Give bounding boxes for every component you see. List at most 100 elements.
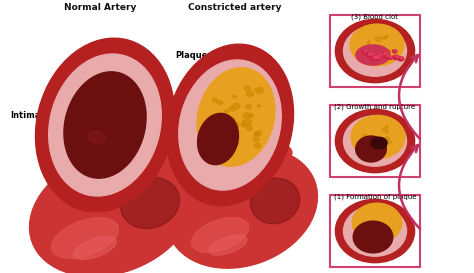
Ellipse shape [371, 137, 387, 149]
Ellipse shape [223, 117, 230, 122]
Ellipse shape [398, 57, 404, 61]
Ellipse shape [166, 148, 318, 268]
Ellipse shape [384, 52, 387, 55]
Ellipse shape [384, 55, 389, 58]
Ellipse shape [255, 143, 261, 148]
Text: (1) Formation of plaque: (1) Formation of plaque [334, 193, 416, 200]
Text: (2) Growth and rupture: (2) Growth and rupture [335, 103, 416, 109]
Ellipse shape [254, 132, 259, 136]
Ellipse shape [336, 19, 415, 83]
Ellipse shape [230, 146, 233, 148]
Ellipse shape [248, 114, 254, 118]
Ellipse shape [372, 53, 374, 55]
Ellipse shape [392, 50, 397, 53]
Ellipse shape [244, 86, 250, 91]
Ellipse shape [390, 56, 392, 58]
Ellipse shape [254, 137, 259, 141]
FancyBboxPatch shape [330, 195, 420, 267]
Ellipse shape [384, 37, 386, 39]
Ellipse shape [373, 56, 377, 59]
Ellipse shape [246, 91, 254, 96]
Ellipse shape [385, 35, 388, 37]
Ellipse shape [231, 122, 239, 128]
Ellipse shape [392, 55, 400, 60]
Ellipse shape [212, 98, 218, 102]
Ellipse shape [362, 51, 367, 54]
Ellipse shape [383, 127, 387, 131]
Text: (3) Blood clot: (3) Blood clot [352, 13, 399, 19]
Ellipse shape [400, 57, 403, 59]
Ellipse shape [198, 113, 238, 165]
Ellipse shape [381, 52, 388, 57]
Ellipse shape [344, 26, 407, 76]
Ellipse shape [386, 126, 388, 127]
Ellipse shape [367, 50, 373, 54]
Ellipse shape [49, 54, 161, 196]
Ellipse shape [387, 55, 389, 57]
FancyBboxPatch shape [330, 15, 420, 87]
Ellipse shape [332, 107, 418, 175]
Ellipse shape [52, 218, 118, 258]
Ellipse shape [351, 115, 405, 159]
Ellipse shape [246, 105, 251, 109]
Ellipse shape [377, 55, 381, 58]
Ellipse shape [224, 110, 228, 113]
Ellipse shape [344, 206, 407, 256]
Ellipse shape [243, 113, 250, 118]
Ellipse shape [368, 53, 372, 55]
Ellipse shape [229, 107, 235, 111]
Ellipse shape [246, 126, 253, 130]
Ellipse shape [168, 115, 292, 159]
Ellipse shape [250, 178, 300, 224]
Ellipse shape [255, 87, 263, 93]
Ellipse shape [36, 38, 174, 212]
Ellipse shape [179, 60, 281, 190]
Ellipse shape [366, 53, 372, 57]
Ellipse shape [367, 43, 370, 44]
Ellipse shape [380, 54, 383, 56]
Ellipse shape [344, 116, 407, 166]
Text: Constricted artery: Constricted artery [188, 3, 282, 12]
Ellipse shape [374, 55, 382, 60]
Ellipse shape [352, 203, 402, 243]
Ellipse shape [232, 103, 240, 109]
Ellipse shape [241, 123, 246, 127]
Text: Intima: Intima [10, 111, 82, 120]
Text: Plaque: Plaque [175, 51, 246, 95]
Ellipse shape [356, 136, 386, 162]
Ellipse shape [385, 137, 390, 140]
Ellipse shape [120, 177, 180, 229]
Ellipse shape [233, 95, 237, 98]
Ellipse shape [64, 72, 146, 178]
Ellipse shape [382, 37, 385, 39]
Ellipse shape [386, 131, 388, 133]
Ellipse shape [257, 105, 260, 107]
Ellipse shape [191, 218, 249, 253]
Ellipse shape [350, 24, 404, 66]
Text: Normal Artery: Normal Artery [64, 3, 136, 12]
Ellipse shape [222, 118, 227, 121]
Ellipse shape [243, 119, 251, 125]
Ellipse shape [73, 237, 116, 259]
Ellipse shape [197, 68, 275, 166]
Ellipse shape [228, 141, 232, 145]
Ellipse shape [363, 134, 367, 138]
Ellipse shape [336, 109, 415, 173]
Ellipse shape [29, 150, 194, 273]
Ellipse shape [255, 131, 262, 135]
Ellipse shape [395, 49, 397, 51]
Ellipse shape [369, 53, 374, 57]
Ellipse shape [387, 141, 391, 144]
Ellipse shape [381, 146, 384, 149]
Ellipse shape [332, 197, 418, 265]
Ellipse shape [388, 57, 392, 59]
Ellipse shape [371, 56, 377, 61]
Ellipse shape [37, 114, 173, 160]
Ellipse shape [387, 50, 391, 52]
Ellipse shape [234, 141, 238, 144]
Ellipse shape [233, 137, 238, 141]
Ellipse shape [336, 199, 415, 263]
Ellipse shape [353, 221, 393, 253]
FancyBboxPatch shape [330, 105, 420, 177]
Ellipse shape [332, 17, 418, 85]
